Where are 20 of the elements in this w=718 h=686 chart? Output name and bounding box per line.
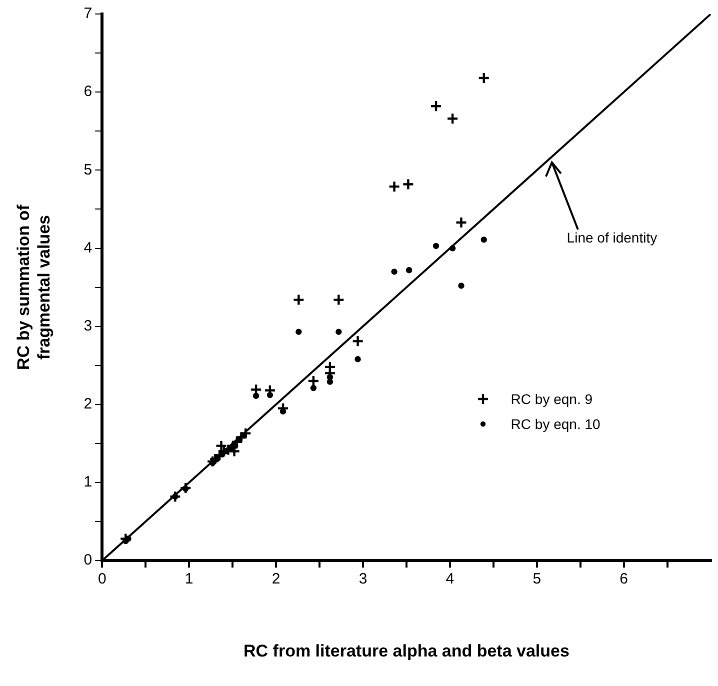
y-tick-label: 1 bbox=[84, 474, 92, 491]
y-tick-label: 3 bbox=[84, 317, 92, 334]
y-tick-label: 0 bbox=[84, 552, 92, 569]
annotation: Line of identity bbox=[566, 229, 658, 246]
x-tick-label: 6 bbox=[620, 570, 628, 588]
x-tick-label: 5 bbox=[532, 570, 542, 588]
y-tick-label: 7 bbox=[84, 5, 92, 22]
legend-label: RC by eqn. 9 bbox=[510, 390, 593, 407]
x-tick-label: 1 bbox=[184, 570, 194, 588]
x-tick-label: 3 bbox=[358, 570, 368, 588]
y-axis-title: RC by summation of fragmental values bbox=[14, 204, 54, 370]
y-tick-label: 5 bbox=[84, 161, 92, 178]
legend-label: RC by eqn. 10 bbox=[510, 416, 600, 432]
y-tick-label: 2 bbox=[84, 396, 92, 413]
y-tick-label: 6 bbox=[84, 83, 92, 100]
y-tick-label: 4 bbox=[84, 239, 92, 256]
x-tick-label: 4 bbox=[446, 570, 454, 588]
x-axis-title: RC from literature alpha and beta values bbox=[244, 641, 570, 660]
x-tick-label: 0 bbox=[98, 570, 106, 588]
x-tick-label: 2 bbox=[272, 570, 280, 588]
